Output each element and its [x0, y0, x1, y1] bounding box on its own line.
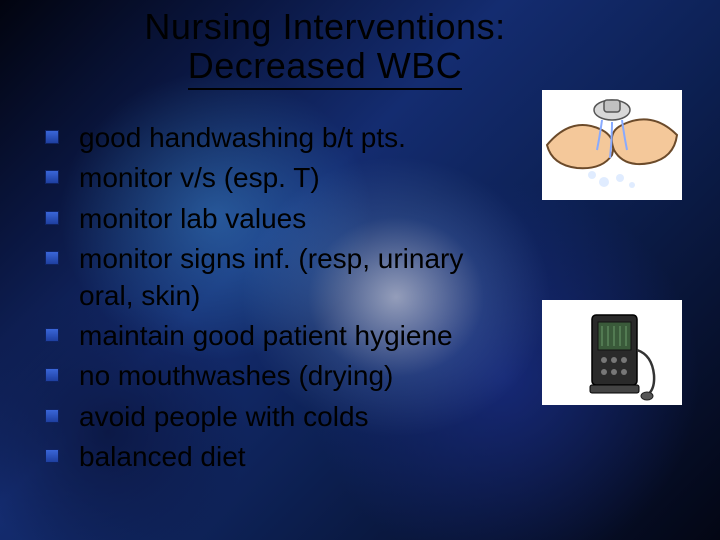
bullet-text: avoid people with colds — [79, 399, 369, 435]
bullet-list: good handwashing b/t pts. monitor v/s (e… — [45, 120, 515, 480]
list-item: no mouthwashes (drying) — [45, 358, 515, 394]
title-line-2: Decreased WBC — [188, 47, 463, 90]
title-line-1: Nursing Interventions: — [110, 8, 540, 47]
list-item: monitor lab values — [45, 201, 515, 237]
device-image — [542, 300, 682, 405]
list-item: good handwashing b/t pts. — [45, 120, 515, 156]
bullet-icon — [45, 449, 59, 463]
bullet-icon — [45, 328, 59, 342]
bullet-icon — [45, 211, 59, 225]
bullet-icon — [45, 251, 59, 265]
bullet-text: monitor lab values — [79, 201, 306, 237]
bullet-icon — [45, 170, 59, 184]
handwashing-image — [542, 90, 682, 200]
bullet-icon — [45, 409, 59, 423]
list-item: balanced diet — [45, 439, 515, 475]
list-item: maintain good patient hygiene — [45, 318, 515, 354]
list-item: monitor v/s (esp. T) — [45, 160, 515, 196]
bullet-text: good handwashing b/t pts. — [79, 120, 406, 156]
bullet-text: maintain good patient hygiene — [79, 318, 453, 354]
bullet-text: balanced diet — [79, 439, 246, 475]
bullet-icon — [45, 368, 59, 382]
bullet-icon — [45, 130, 59, 144]
list-item: monitor signs inf. (resp, urinary oral, … — [45, 241, 515, 314]
slide: Nursing Interventions: Decreased WBC goo… — [0, 0, 720, 540]
list-item: avoid people with colds — [45, 399, 515, 435]
bullet-text: no mouthwashes (drying) — [79, 358, 393, 394]
slide-title: Nursing Interventions: Decreased WBC — [110, 8, 540, 90]
handwashing-icon — [542, 90, 682, 200]
monitor-device-icon — [542, 300, 682, 405]
bullet-text: monitor v/s (esp. T) — [79, 160, 320, 196]
bullet-text: monitor signs inf. (resp, urinary oral, … — [79, 241, 515, 314]
